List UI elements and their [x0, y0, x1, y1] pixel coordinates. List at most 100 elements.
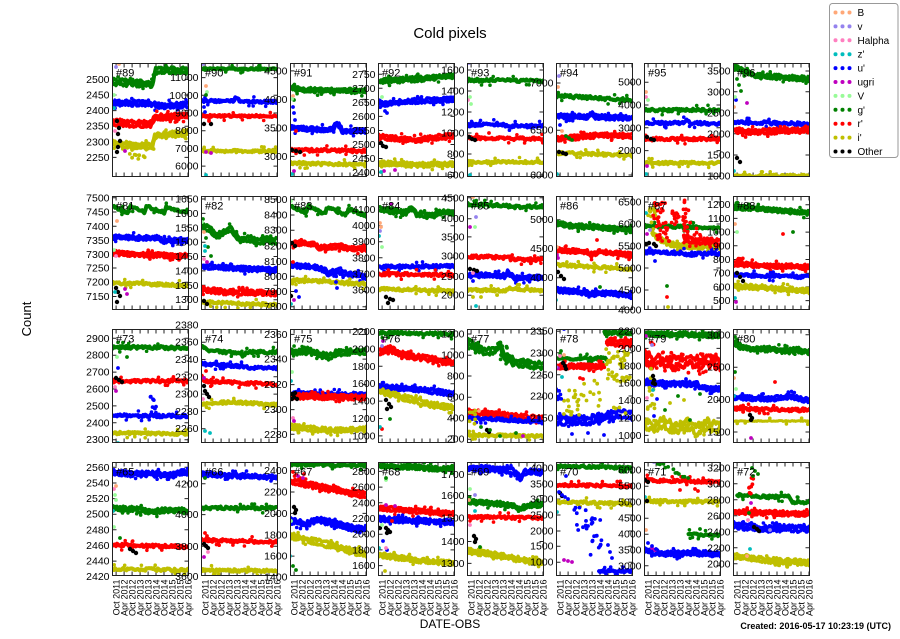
svg-text:1200: 1200: [441, 107, 465, 119]
svg-text:Oct 2015: Oct 2015: [531, 580, 541, 617]
svg-text:2000: 2000: [618, 145, 642, 157]
svg-text:Oct 2011: Oct 2011: [201, 580, 211, 616]
svg-text:2000: 2000: [707, 394, 731, 406]
svg-text:Oct 2012: Oct 2012: [749, 580, 759, 617]
svg-text:#72: #72: [737, 467, 755, 479]
svg-text:DATE-OBS: DATE-OBS: [420, 617, 480, 631]
svg-text:3000: 3000: [707, 86, 731, 98]
svg-text:3500: 3500: [618, 544, 642, 556]
svg-text:3500: 3500: [264, 122, 288, 134]
svg-text:2300: 2300: [175, 389, 199, 401]
svg-text:2900: 2900: [86, 333, 110, 345]
svg-text:Apr 2012: Apr 2012: [475, 580, 485, 617]
svg-text:Oct 2011: Oct 2011: [644, 580, 654, 616]
svg-text:1800: 1800: [352, 544, 376, 556]
svg-text:1400: 1400: [618, 395, 642, 407]
svg-text:#87: #87: [648, 201, 666, 213]
svg-text:10000: 10000: [169, 90, 198, 102]
svg-text:2460: 2460: [86, 540, 110, 552]
svg-text:Oct 2012: Oct 2012: [128, 580, 138, 617]
svg-text:r': r': [858, 119, 863, 130]
svg-text:Apr 2013: Apr 2013: [668, 580, 678, 617]
svg-text:Oct 2011: Oct 2011: [556, 580, 566, 616]
svg-text:Apr 2012: Apr 2012: [741, 580, 751, 617]
svg-text:Apr 2012: Apr 2012: [298, 580, 308, 617]
svg-text:6000: 6000: [530, 170, 554, 182]
svg-text:1200: 1200: [707, 199, 731, 211]
svg-text:Oct 2013: Oct 2013: [322, 580, 332, 617]
svg-text:#91: #91: [294, 68, 312, 80]
svg-text:2000: 2000: [707, 128, 731, 140]
svg-text:Oct 2013: Oct 2013: [499, 580, 509, 617]
svg-text:Apr 2016: Apr 2016: [184, 580, 194, 617]
svg-text:#93: #93: [471, 68, 489, 80]
svg-text:7000: 7000: [175, 143, 199, 155]
svg-text:Oct 2011: Oct 2011: [378, 580, 388, 616]
svg-text:4500: 4500: [264, 65, 288, 77]
svg-text:#84: #84: [382, 201, 400, 213]
svg-text:1600: 1600: [175, 208, 199, 220]
svg-text:1400: 1400: [352, 396, 376, 408]
svg-text:Apr 2015: Apr 2015: [523, 580, 533, 617]
svg-text:1600: 1600: [352, 378, 376, 390]
svg-text:7150: 7150: [86, 291, 110, 303]
svg-text:7300: 7300: [86, 249, 110, 261]
svg-text:Oct 2014: Oct 2014: [338, 580, 348, 617]
svg-text:#73: #73: [116, 334, 134, 346]
svg-text:5000: 5000: [618, 263, 642, 275]
svg-text:Oct 2013: Oct 2013: [588, 580, 598, 617]
svg-text:Other: Other: [858, 147, 884, 158]
svg-text:3000: 3000: [707, 329, 731, 341]
svg-text:2400: 2400: [86, 417, 110, 429]
svg-text:2500: 2500: [86, 74, 110, 86]
svg-text:1600: 1600: [618, 378, 642, 390]
svg-text:7500: 7500: [86, 192, 110, 204]
svg-text:800: 800: [713, 254, 731, 266]
svg-text:7400: 7400: [86, 221, 110, 233]
svg-text:3000: 3000: [618, 560, 642, 572]
svg-text:#78: #78: [560, 334, 578, 346]
svg-text:1100: 1100: [708, 213, 731, 225]
svg-text:#92: #92: [382, 68, 400, 80]
svg-text:1600: 1600: [441, 65, 465, 77]
svg-text:2200: 2200: [352, 513, 376, 525]
svg-text:4500: 4500: [530, 243, 554, 255]
svg-text:1500: 1500: [530, 541, 554, 553]
svg-text:7200: 7200: [86, 277, 110, 289]
svg-text:#86: #86: [560, 201, 578, 213]
svg-text:1000: 1000: [530, 557, 554, 569]
svg-text:1400: 1400: [175, 265, 199, 277]
svg-text:Oct 2014: Oct 2014: [604, 580, 614, 617]
svg-text:2360: 2360: [175, 337, 199, 349]
svg-text:5000: 5000: [618, 497, 642, 509]
svg-text:2280: 2280: [264, 429, 288, 441]
svg-text:2340: 2340: [175, 354, 199, 366]
svg-text:#95: #95: [648, 68, 666, 80]
svg-text:2350: 2350: [530, 326, 554, 338]
svg-text:2500: 2500: [352, 139, 376, 151]
svg-text:2400: 2400: [264, 465, 288, 477]
svg-text:2200: 2200: [352, 326, 376, 338]
svg-text:Apr 2016: Apr 2016: [805, 580, 815, 617]
svg-text:Apr 2013: Apr 2013: [757, 580, 767, 617]
svg-text:Apr 2014: Apr 2014: [684, 580, 694, 617]
svg-text:6000: 6000: [175, 161, 199, 173]
svg-text:3900: 3900: [352, 236, 376, 248]
svg-text:7900: 7900: [264, 286, 288, 298]
svg-text:Apr 2016: Apr 2016: [539, 580, 549, 617]
svg-text:Oct 2012: Oct 2012: [217, 580, 227, 617]
svg-text:Cold pixels: Cold pixels: [413, 25, 486, 42]
svg-text:1800: 1800: [618, 360, 642, 372]
svg-text:3600: 3600: [352, 284, 376, 296]
svg-text:#88: #88: [737, 201, 755, 213]
svg-text:Apr 2014: Apr 2014: [418, 580, 428, 617]
svg-text:1650: 1650: [175, 194, 199, 206]
svg-text:#75: #75: [294, 334, 312, 346]
svg-text:#70: #70: [560, 467, 578, 479]
svg-text:Oct 2014: Oct 2014: [515, 580, 525, 617]
svg-text:1600: 1600: [264, 551, 288, 563]
svg-text:Oct 2014: Oct 2014: [426, 580, 436, 617]
svg-text:#90: #90: [205, 68, 223, 80]
svg-text:1400: 1400: [441, 536, 465, 548]
svg-text:Oct 2013: Oct 2013: [233, 580, 243, 617]
